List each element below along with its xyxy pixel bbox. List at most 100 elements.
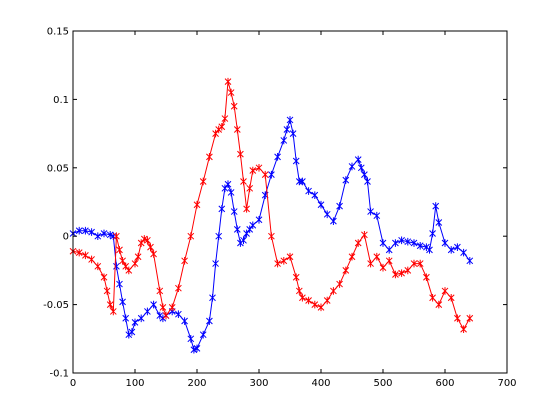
data-point: [221, 184, 229, 193]
data-point: [280, 257, 288, 265]
data-point: [295, 287, 303, 295]
data-point: [113, 262, 120, 271]
data-point: [466, 314, 474, 323]
data-point: [82, 251, 89, 260]
data-point: [181, 257, 188, 265]
data-point: [311, 191, 319, 199]
data-point: [255, 215, 263, 224]
data-point: [240, 177, 247, 186]
data-point: [175, 310, 182, 318]
plot-series-layer: [69, 77, 474, 354]
data-point: [181, 317, 188, 325]
data-point: [367, 207, 374, 216]
data-point: [336, 280, 343, 288]
data-point: [255, 164, 263, 172]
data-point: [150, 300, 157, 309]
data-point: [240, 236, 247, 245]
x-tick-label: 0: [70, 378, 76, 389]
data-point: [106, 300, 114, 309]
data-point: [454, 243, 461, 251]
data-point: [367, 259, 374, 268]
data-point: [221, 114, 229, 123]
data-point: [199, 177, 207, 186]
data-point: [125, 266, 133, 275]
data-point: [227, 88, 235, 97]
data-point: [373, 252, 381, 261]
data-point: [460, 248, 467, 257]
data-point: [379, 263, 387, 272]
data-point: [224, 180, 232, 189]
data-point: [224, 77, 232, 86]
series-2: [69, 77, 474, 334]
data-point: [119, 257, 126, 265]
data-point: [100, 229, 108, 238]
data-point: [317, 200, 325, 209]
data-point: [398, 269, 405, 277]
data-point: [392, 270, 399, 279]
x-tick-label: 200: [187, 378, 206, 389]
data-point: [274, 153, 281, 161]
data-point: [357, 164, 365, 172]
data-point: [305, 187, 312, 195]
data-point: [199, 330, 207, 339]
data-point: [103, 287, 111, 295]
data-point: [246, 225, 254, 234]
data-point: [299, 293, 306, 302]
data-point: [317, 303, 325, 312]
x-tick-label: 300: [249, 378, 268, 389]
y-tick-label: -0.1: [49, 369, 69, 380]
data-point: [175, 284, 182, 292]
data-point: [116, 246, 123, 254]
data-point: [119, 298, 126, 306]
data-point: [212, 259, 219, 268]
data-point: [268, 170, 275, 179]
data-point: [432, 202, 440, 210]
data-point: [361, 170, 368, 179]
data-point: [109, 307, 117, 316]
data-point: [280, 136, 288, 145]
y-tick-label: 0.1: [53, 95, 69, 106]
data-point: [233, 125, 241, 134]
data-point: [404, 237, 412, 246]
data-point: [410, 259, 418, 268]
data-point: [88, 255, 95, 264]
data-point: [429, 293, 436, 302]
data-point: [150, 250, 157, 258]
data-point: [379, 239, 387, 247]
data-point: [218, 205, 226, 213]
data-point: [268, 232, 275, 240]
data-point: [435, 300, 443, 309]
data-point: [159, 303, 167, 312]
data-point: [435, 218, 443, 227]
data-point: [447, 246, 455, 254]
y-tick-label: 0: [63, 232, 69, 243]
y-tick-label: 0.05: [47, 163, 69, 174]
data-point: [441, 287, 449, 295]
data-point: [100, 273, 108, 282]
x-axis: 0 100 200 300 400 500 600 700: [70, 31, 517, 389]
data-point: [342, 266, 350, 275]
data-point: [348, 162, 356, 171]
data-point: [361, 231, 368, 239]
data-point: [385, 246, 393, 254]
data-point: [206, 153, 213, 161]
data-point: [82, 226, 89, 235]
data-point: [144, 236, 151, 245]
x-tick-label: 700: [497, 378, 516, 389]
data-point: [348, 252, 356, 261]
data-point: [423, 273, 430, 282]
data-point: [410, 239, 418, 247]
data-point: [249, 221, 257, 230]
data-point: [311, 300, 319, 309]
data-point: [147, 243, 154, 251]
data-point: [416, 241, 424, 250]
x-tick-label: 400: [311, 378, 330, 389]
data-point: [416, 259, 424, 268]
data-point: [336, 202, 343, 210]
data-point: [364, 177, 371, 186]
data-point: [230, 207, 238, 216]
data-point: [75, 226, 83, 235]
y-axis: -0.1 -0.05 0 0.05 0.1 0.15: [43, 27, 507, 380]
series-1: [69, 116, 474, 354]
data-point: [206, 317, 213, 325]
